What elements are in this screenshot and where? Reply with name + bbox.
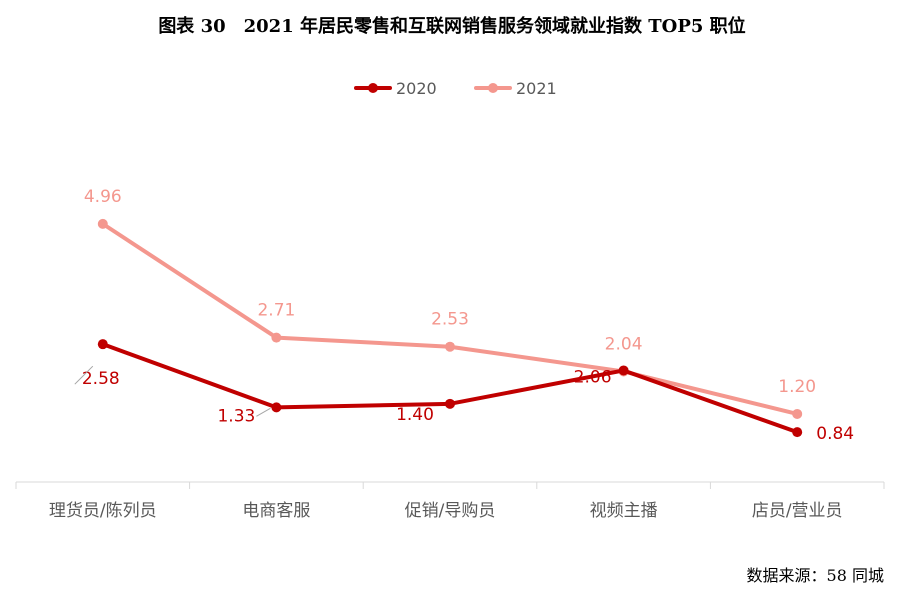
legend-marker — [488, 83, 498, 93]
x-axis: 理货员/陈列员 电商客服 促销/导购员 视频主播 店员/营业员 — [15, 481, 885, 521]
legend-label: 2021 — [516, 79, 557, 98]
data-point-2021 — [445, 341, 455, 352]
legend: 2020 2021 — [354, 79, 557, 98]
source-note: 数据来源：58 同城 — [746, 566, 884, 585]
x-tick-label: 理货员/陈列员 — [49, 501, 157, 521]
data-point-2021 — [271, 332, 282, 343]
data-point-2020 — [445, 398, 455, 409]
data-label-2020: 0.84 — [816, 424, 854, 444]
data-point-2021 — [792, 408, 803, 419]
x-tick-label: 电商客服 — [242, 501, 310, 521]
label-leader-line — [74, 365, 94, 385]
data-label-2021: 2.04 — [605, 334, 643, 354]
data-point-2021 — [97, 218, 108, 229]
x-tick-label: 店员/营业员 — [752, 501, 843, 521]
chart-title: 图表 30 2021 年居民零售和互联网销售服务领域就业指数 TOP5 职位 — [158, 16, 746, 37]
legend-item-2020: 2020 — [354, 79, 437, 98]
data-point-2020 — [618, 365, 629, 376]
data-label-2020: 1.33 — [217, 406, 255, 426]
data-label-2021: 2.71 — [257, 301, 295, 321]
data-label-2021: 1.20 — [778, 377, 816, 397]
x-tick-label: 视频主播 — [590, 501, 658, 521]
label-leader-line — [256, 407, 271, 417]
data-label-2020: 2.06 — [574, 367, 612, 387]
data-point-2020 — [271, 402, 282, 413]
series-2020 — [97, 339, 803, 438]
data-labels: 2.58 1.33 1.40 2.06 0.84 4.96 2.71 2.53 2.04 1.20 — [74, 187, 854, 444]
data-label-2020: 1.40 — [396, 405, 434, 425]
x-tick-label: 促销/导购员 — [405, 501, 496, 521]
series-2021 — [97, 218, 803, 419]
legend-marker — [368, 83, 378, 93]
data-point-2020 — [792, 427, 803, 438]
data-label-2021: 4.96 — [84, 187, 122, 207]
data-label-2021: 2.53 — [431, 310, 469, 330]
series-layer — [97, 218, 803, 438]
data-point-2020 — [97, 339, 108, 350]
legend-label: 2020 — [396, 79, 437, 98]
legend-item-2021: 2021 — [474, 79, 557, 98]
data-label-2020: 2.58 — [82, 369, 120, 389]
